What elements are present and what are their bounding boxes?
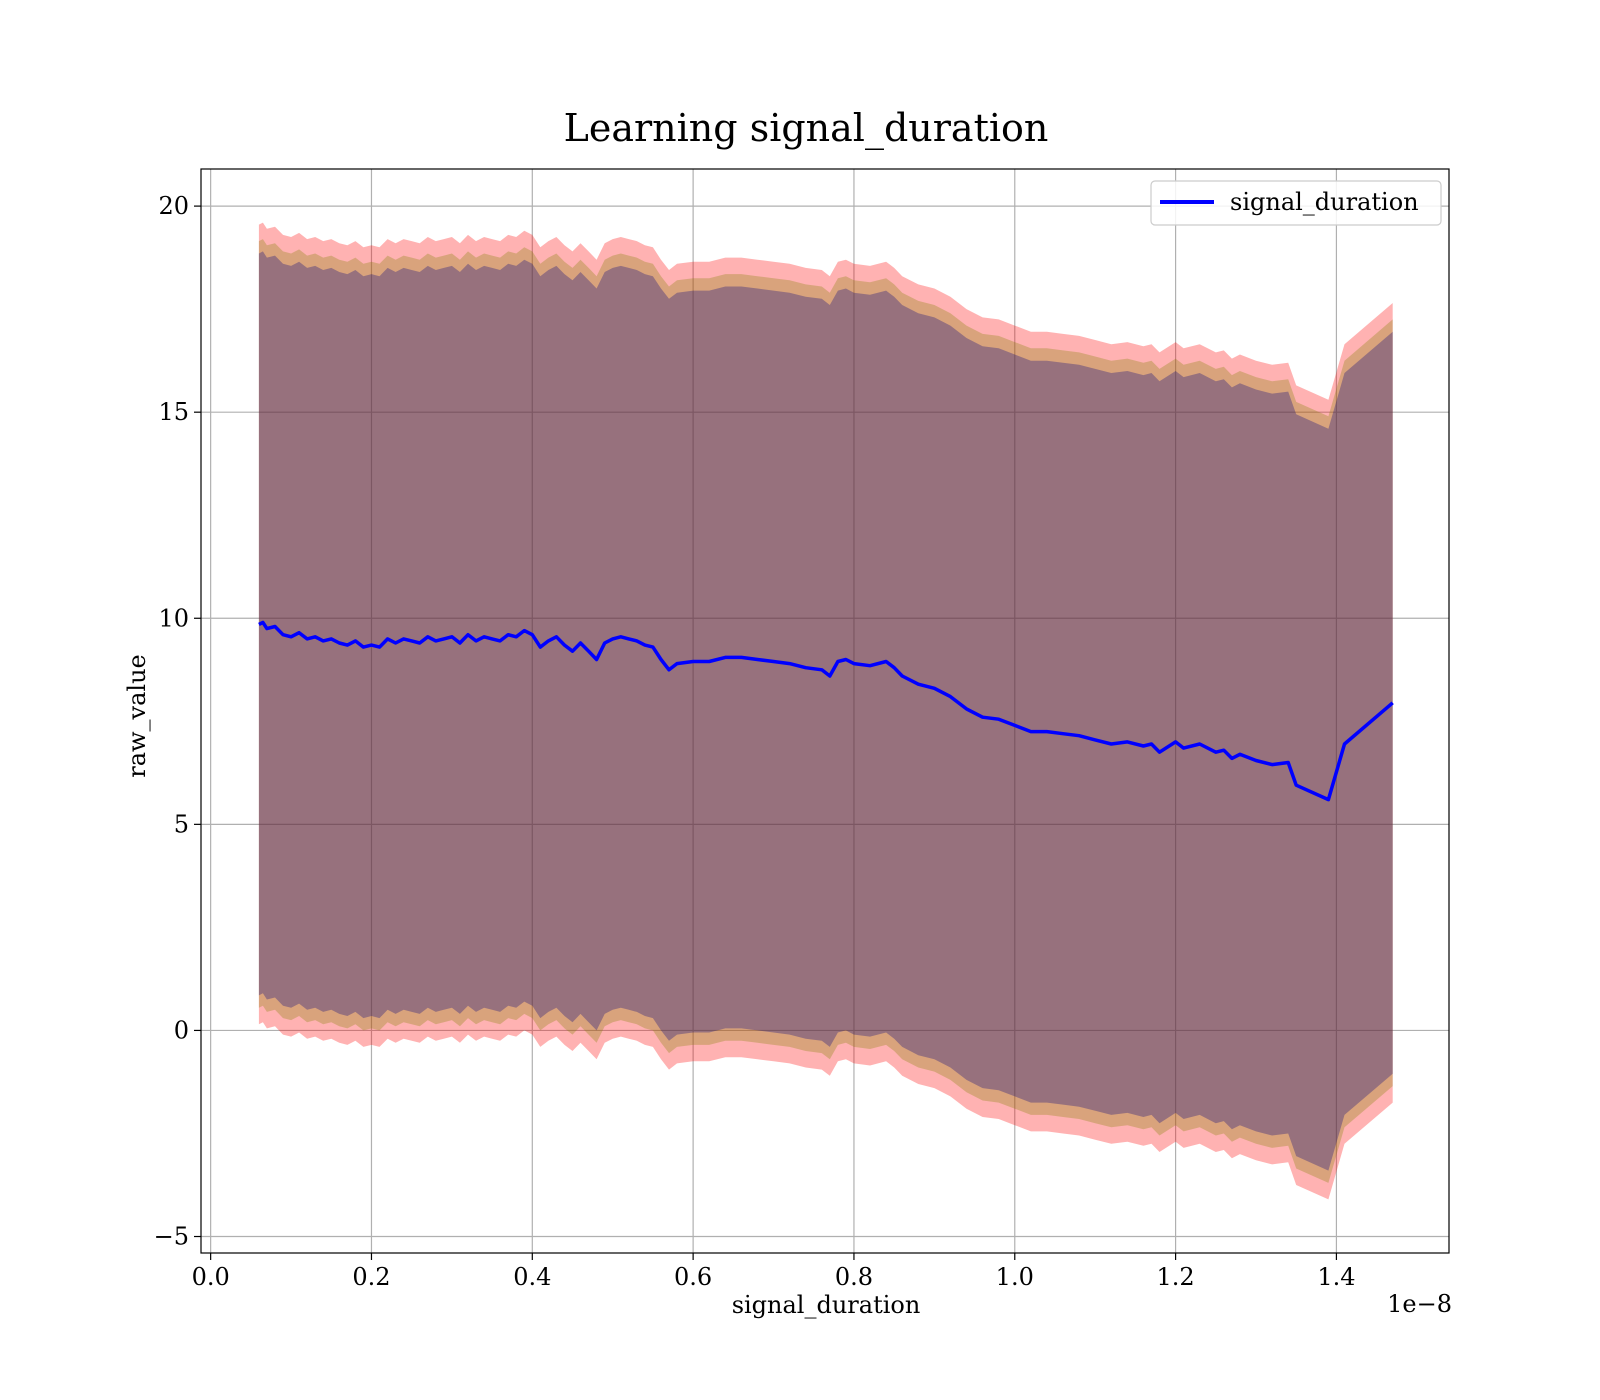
x-tick-label: 1.2 (1157, 1263, 1195, 1291)
y-tick-label: −5 (154, 1223, 189, 1251)
confidence-band (258, 222, 1393, 1200)
x-tick-label: 0.2 (352, 1263, 390, 1291)
x-tick-label: 1.0 (996, 1263, 1034, 1291)
confidence-band (258, 251, 1393, 1171)
x-tick-label: 1.4 (1317, 1263, 1355, 1291)
confidence-bands (258, 222, 1393, 1200)
series-lines (258, 620, 1394, 802)
x-tick-label: 0.6 (674, 1263, 712, 1291)
grid (201, 169, 1449, 1253)
x-tick-label: 0.0 (192, 1263, 230, 1291)
plot-frame (200, 168, 1450, 1254)
y-tick-label: 20 (158, 192, 189, 220)
x-offset-label: 1e−8 (1387, 1290, 1452, 1318)
y-tick-label: 0 (174, 1016, 189, 1044)
legend-box (1150, 180, 1442, 226)
y-tick-label: 5 (174, 810, 189, 838)
x-axis-label: signal_duration (732, 1291, 921, 1319)
y-tick-label: 10 (158, 604, 189, 632)
x-tick-label: 0.8 (835, 1263, 873, 1291)
chart-title: Learning signal_duration (564, 106, 1049, 151)
series-line-signal-duration (258, 620, 1394, 802)
legend: signal_duration (1150, 180, 1442, 226)
x-tick-label: 0.4 (513, 1263, 551, 1291)
ticks: 0.0 0.2 0.4 0.6 0.8 1.0 1.2 1.4 −5 0 5 10 15 20 (154, 192, 1356, 1291)
y-axis-label: raw_value (123, 654, 151, 778)
y-tick-label: 15 (158, 398, 189, 426)
legend-label: signal_duration (1230, 188, 1419, 216)
confidence-band (258, 239, 1393, 1183)
